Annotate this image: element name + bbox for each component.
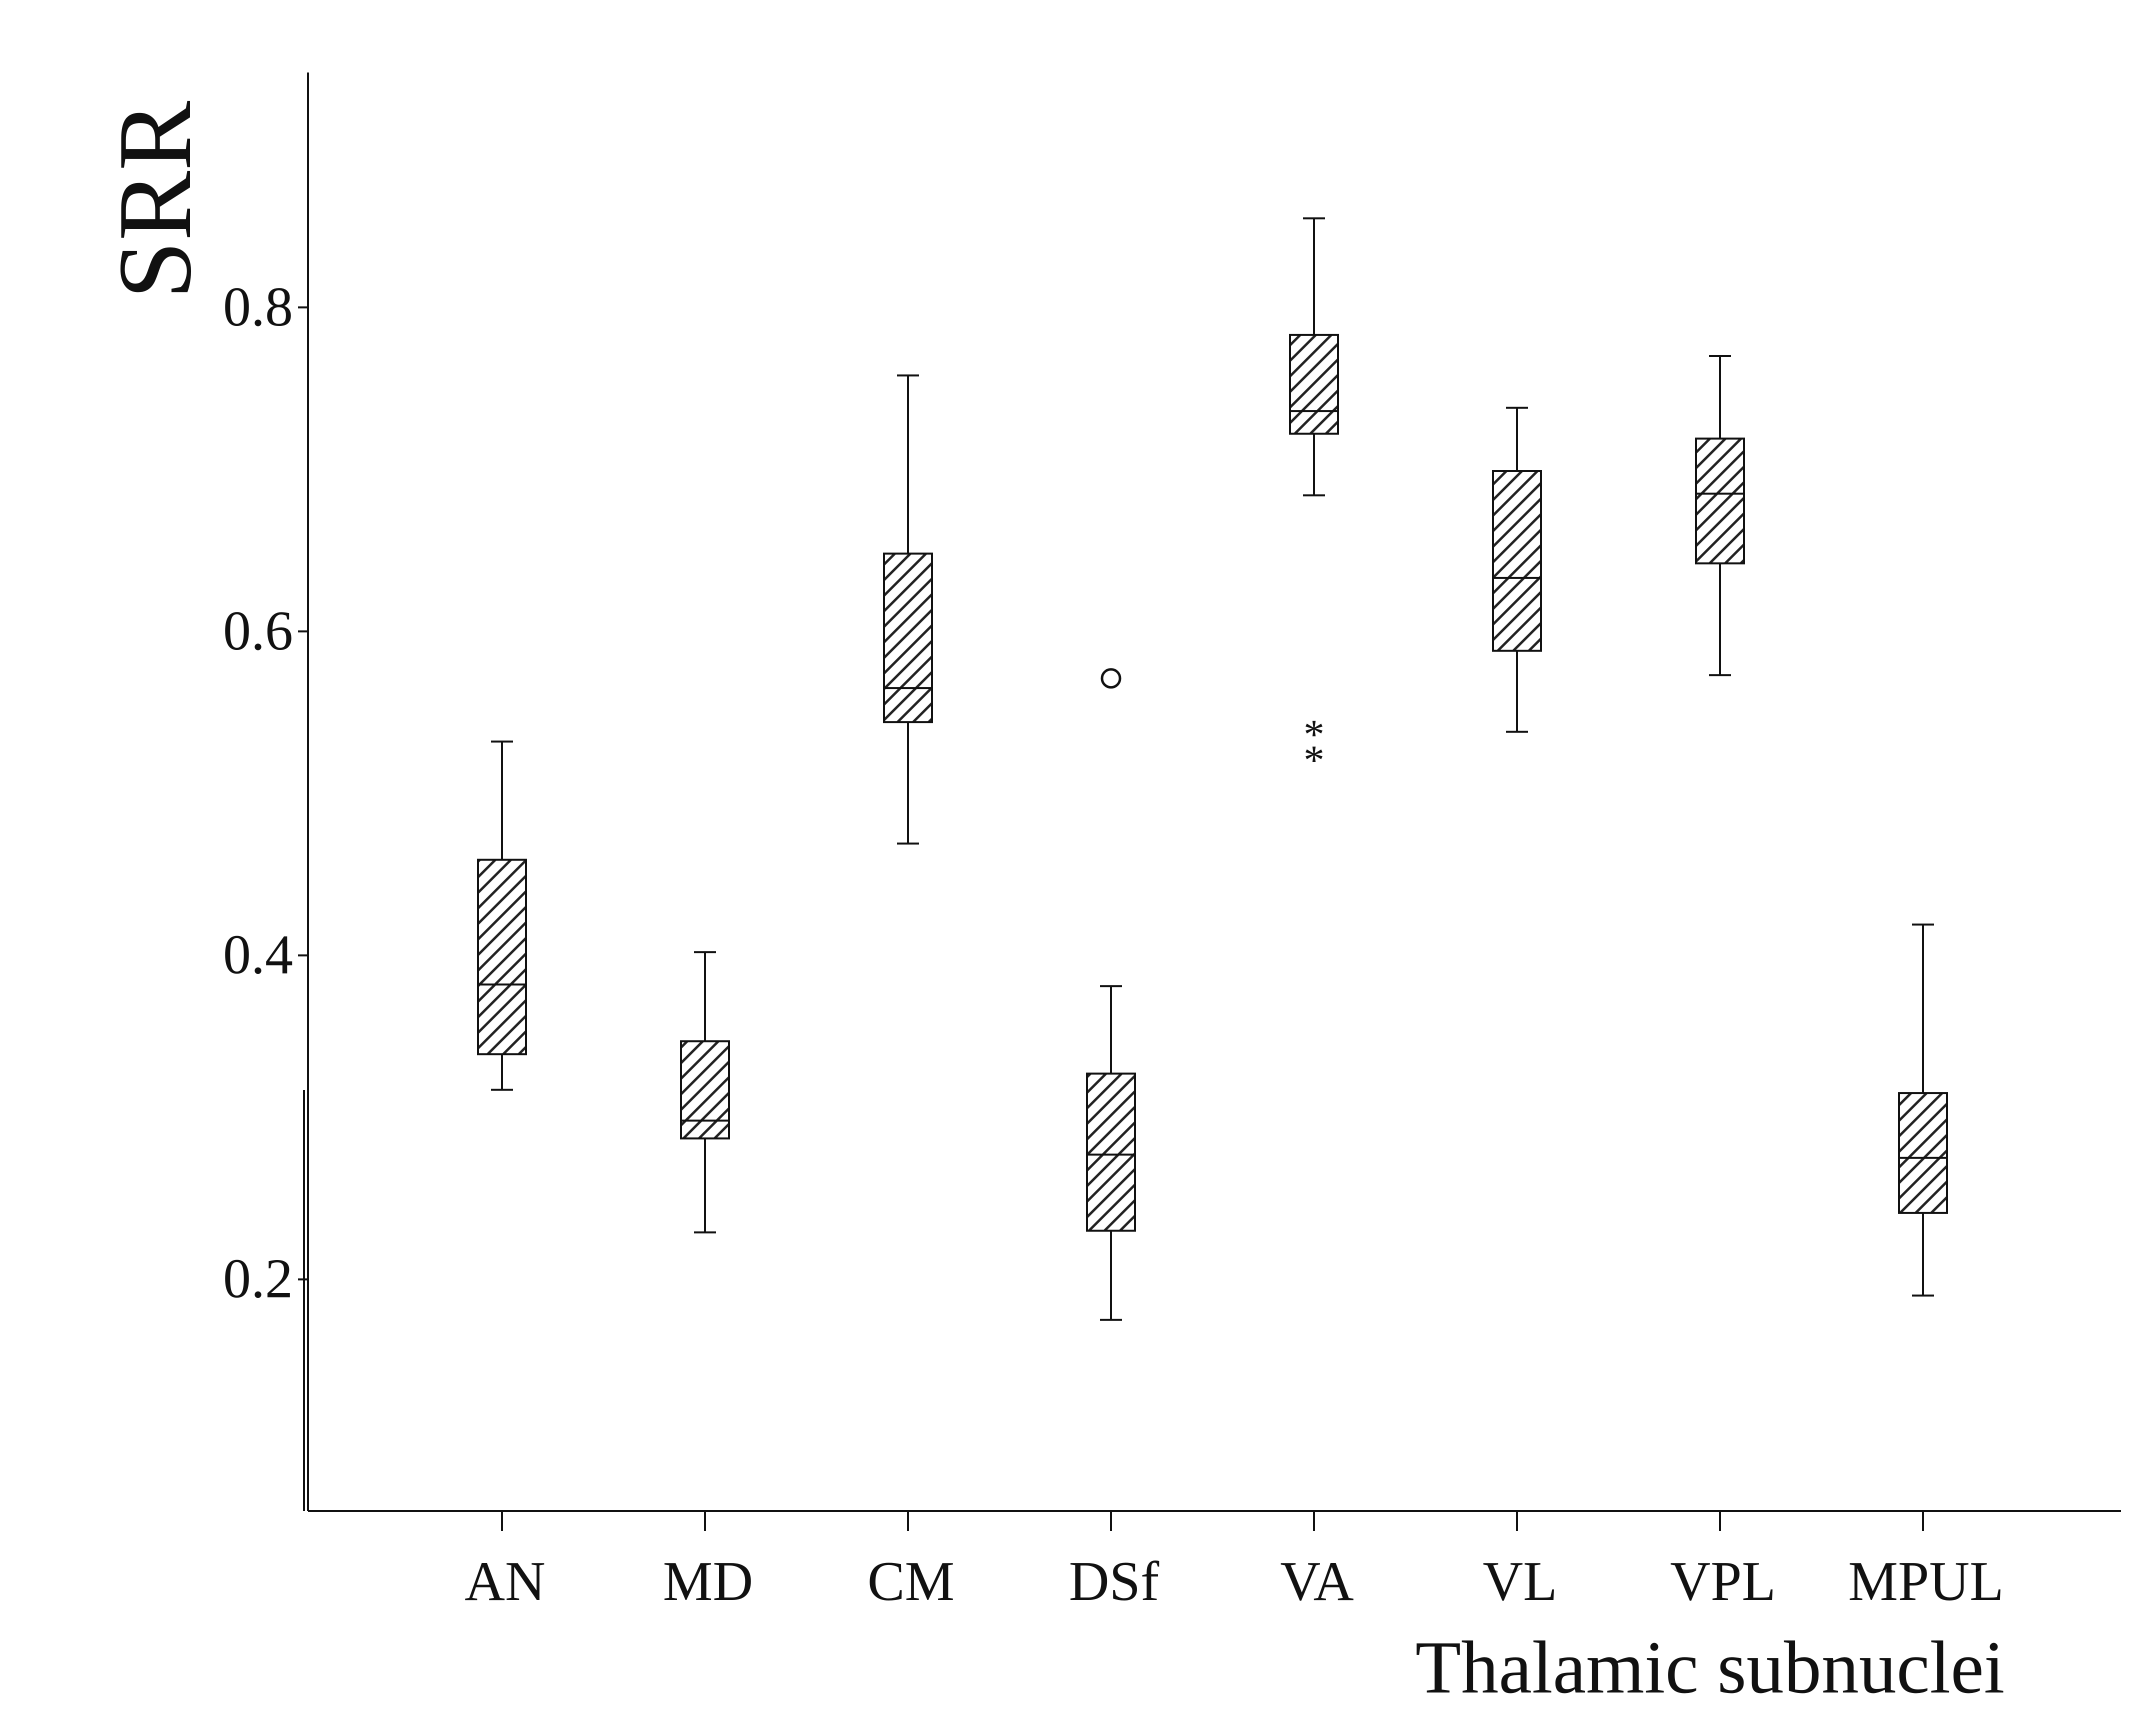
box-series: **: [477, 217, 1948, 1321]
outlier-point: [1100, 668, 1122, 689]
x-tick-label: AN: [464, 1550, 546, 1612]
x-tick-label: VA: [1280, 1550, 1354, 1612]
iqr-box: [680, 1040, 730, 1140]
x-tick-label: CM: [868, 1550, 954, 1612]
iqr-box: [1086, 1072, 1136, 1232]
extreme-point: *: [1304, 737, 1324, 784]
x-tick-label: MD: [663, 1550, 753, 1612]
x-axis-ticks: AN MD CM DSf VA VL VPL MPUL: [464, 1511, 2004, 1612]
y-axis-title: SRR: [97, 101, 213, 300]
iqr-box: [477, 858, 527, 1056]
iqr-box: [1898, 1092, 1948, 1214]
y-tick-label: 0.8: [223, 276, 293, 338]
box-dsf: [1086, 668, 1136, 1321]
iqr-box: [1492, 470, 1542, 652]
iqr-box: [883, 552, 933, 724]
box-cm: [883, 374, 933, 845]
box-md: [680, 951, 730, 1234]
axes: [303, 72, 2121, 1512]
y-tick-label: 0.6: [223, 600, 293, 662]
iqr-box: [1289, 334, 1339, 435]
iqr-box: [1695, 438, 1745, 564]
box-vl: [1492, 406, 1542, 733]
extreme-point: *: [1304, 711, 1324, 758]
x-tick-label: VL: [1482, 1550, 1557, 1612]
box-vpl: [1695, 354, 1745, 676]
box-mpul: [1898, 924, 1948, 1297]
y-tick-label: 0.2: [223, 1248, 293, 1310]
y-tick-label: 0.4: [223, 924, 293, 986]
x-tick-label: DSf: [1069, 1550, 1160, 1612]
x-tick-label: VPL: [1670, 1550, 1776, 1612]
x-tick-label: MPUL: [1848, 1550, 2004, 1612]
y-axis-ticks: 0.2 0.4 0.6 0.8: [223, 276, 308, 1310]
x-axis-title: Thalamic subnuclei: [1416, 1626, 2005, 1709]
box-an: [477, 740, 527, 1091]
box-va: **: [1289, 217, 1339, 784]
